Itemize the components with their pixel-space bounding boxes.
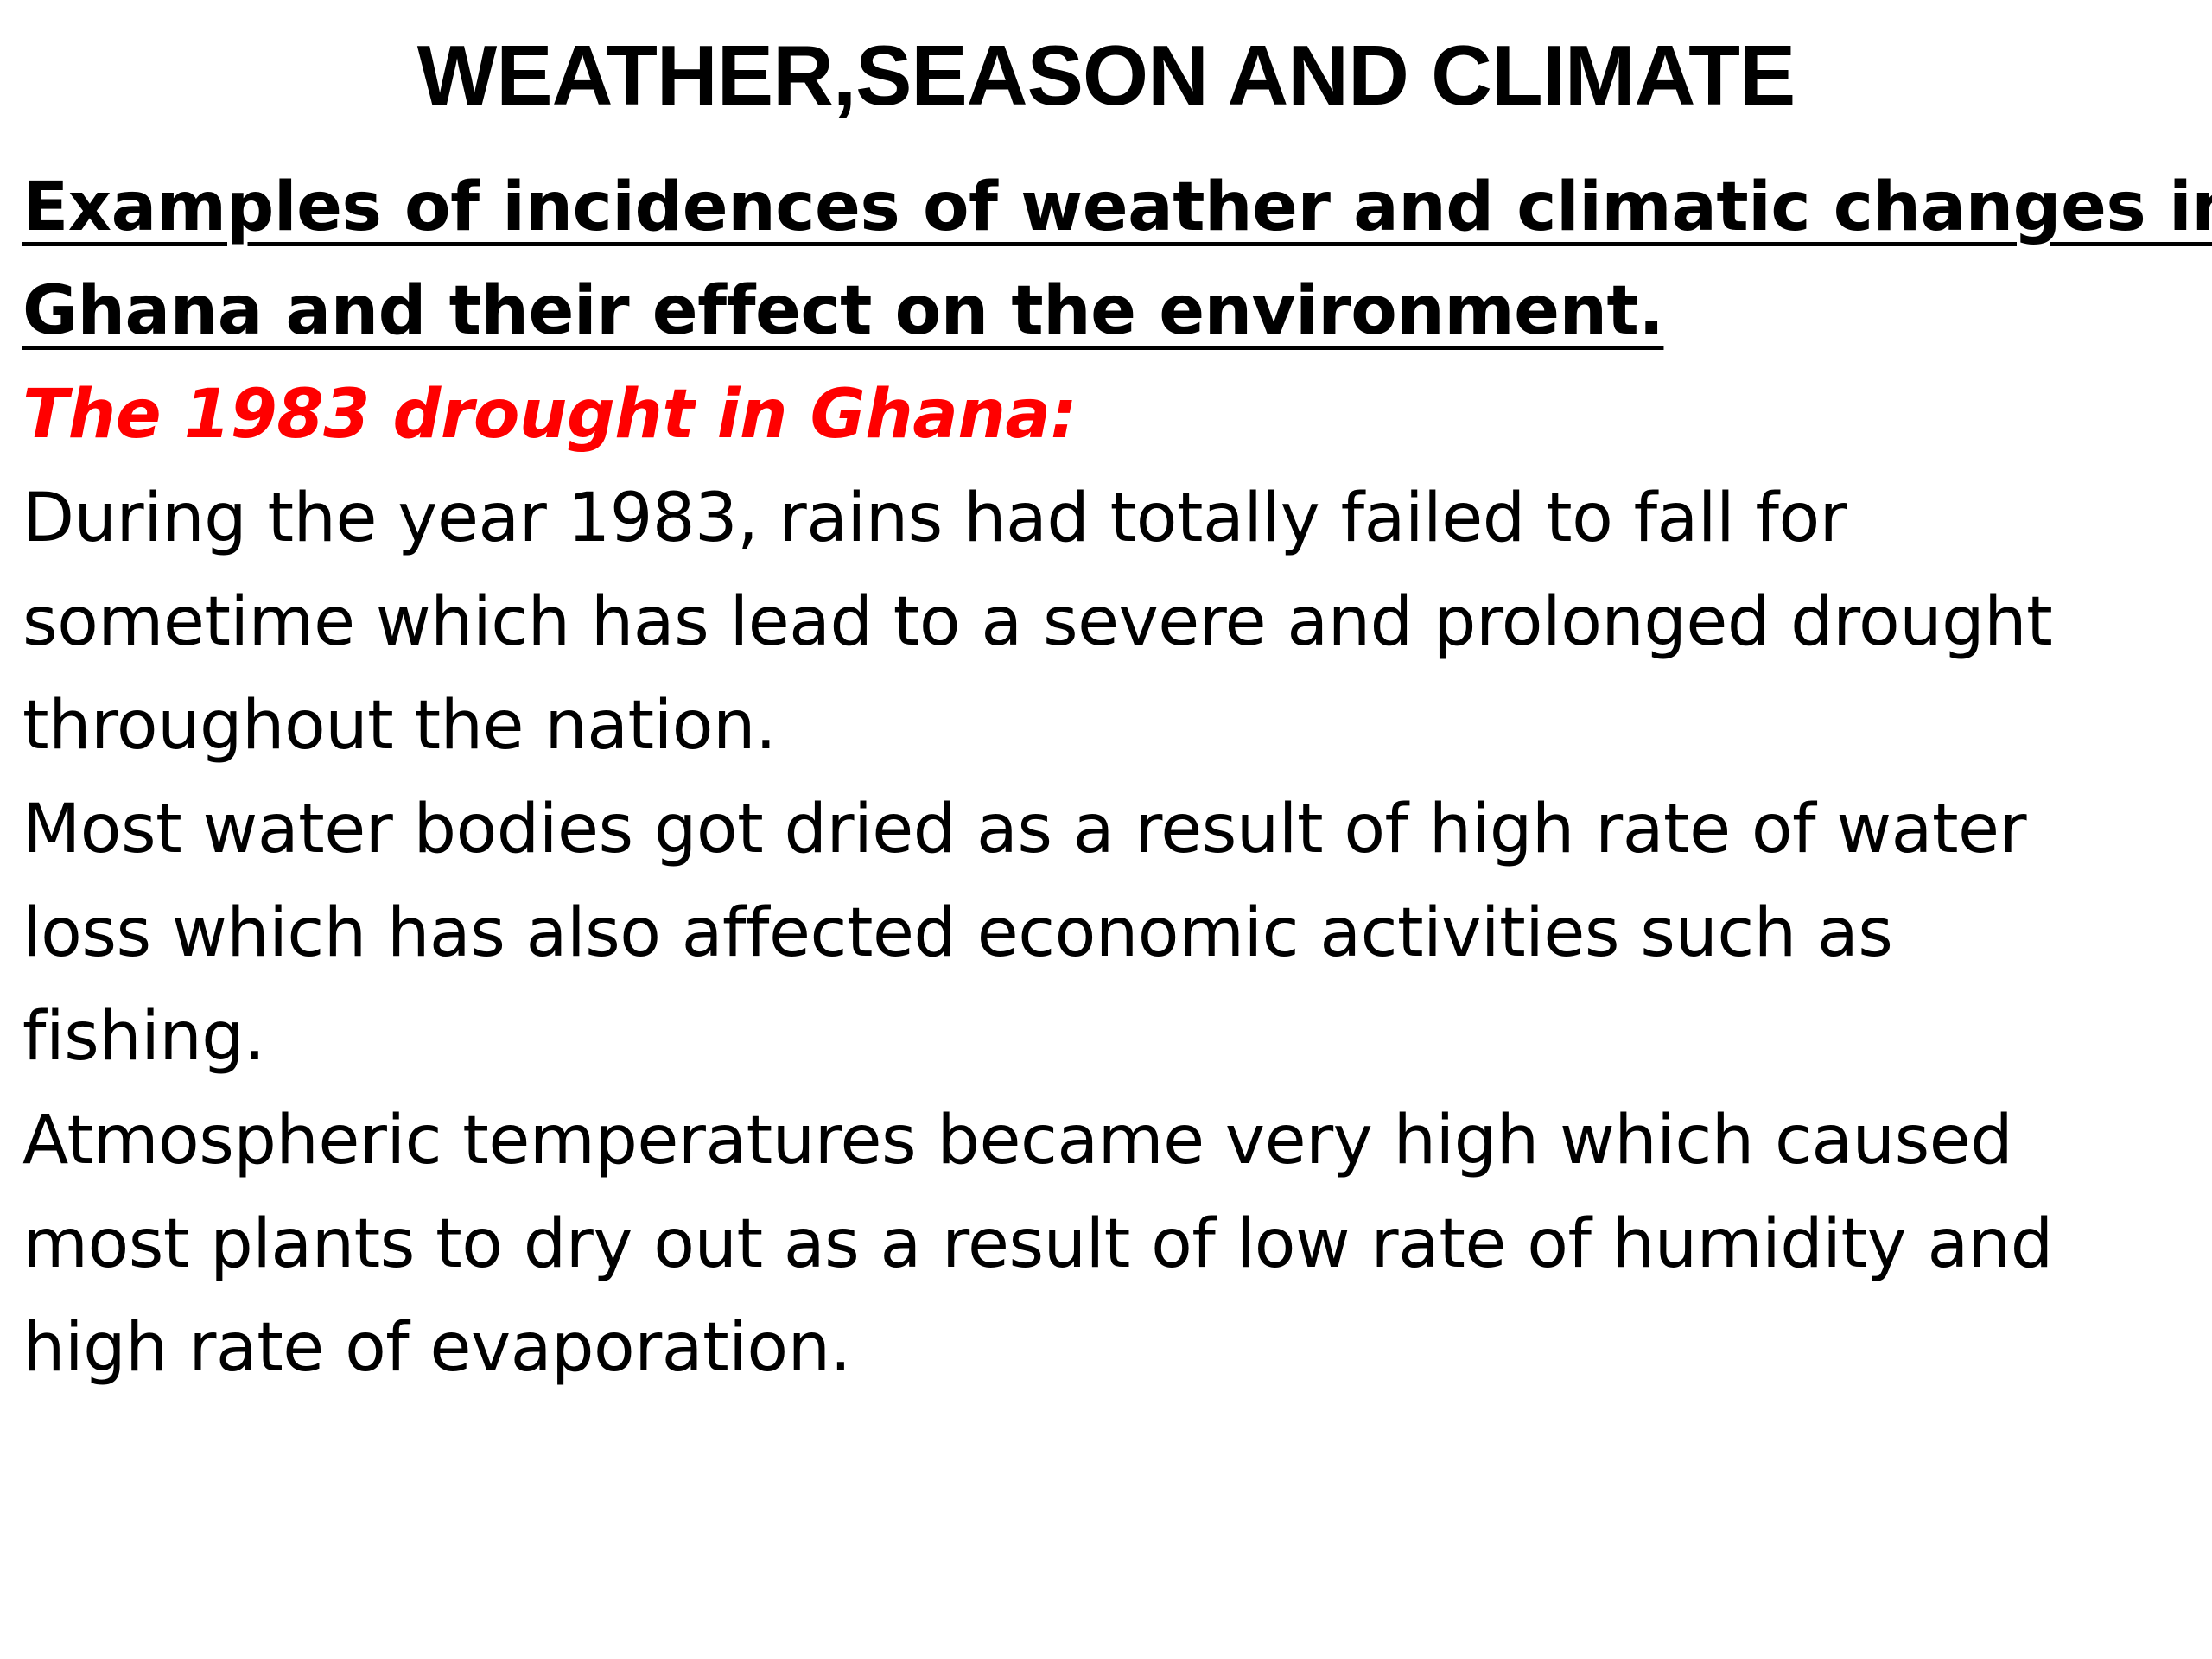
- paragraph-line: loss which has also affected economic ac…: [22, 894, 1893, 972]
- paragraph-line: During the year 1983, rains had totally …: [22, 480, 1847, 557]
- paragraph-line: Atmospheric temperatures became very hig…: [22, 1102, 2013, 1179]
- subheading-line: Ghana and their effect on the environmen…: [22, 272, 1664, 350]
- case-heading: The 1983 drought in Ghana:: [22, 376, 1077, 454]
- paragraph-line: sometime which has lead to a severe and …: [22, 583, 2053, 661]
- subheading-line: Examples of incidences of weather and cl…: [22, 168, 2212, 246]
- paragraph-line: Most water bodies got dried as a result …: [22, 791, 2027, 868]
- paragraph-line: fishing.: [22, 998, 265, 1076]
- paragraph-line: high rate of evaporation.: [22, 1309, 851, 1387]
- paragraph-line: throughout the nation.: [22, 687, 777, 765]
- slide-title: WEATHER,SEASON AND CLIMATE: [416, 28, 1796, 123]
- paragraph-line: most plants to dry out as a result of lo…: [22, 1205, 2053, 1283]
- slide-body: Examples of incidences of weather and cl…: [22, 156, 2212, 1400]
